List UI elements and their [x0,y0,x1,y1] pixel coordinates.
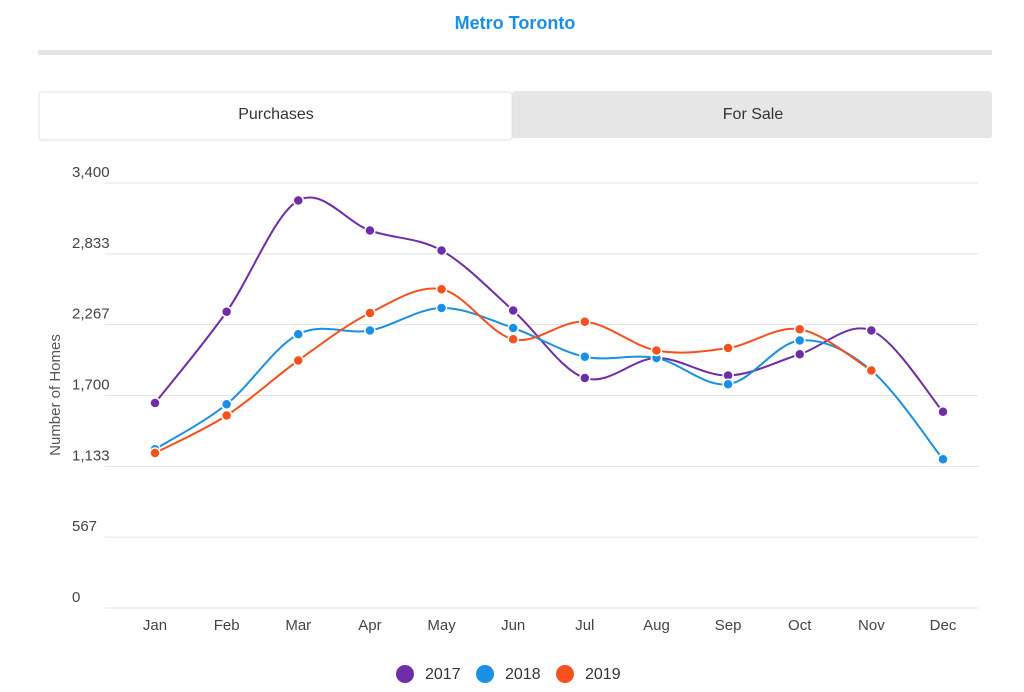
data-point [579,351,591,363]
data-point [937,453,949,465]
data-point [722,342,734,354]
legend-swatch [396,665,414,683]
tab-label[interactable]: For Sale [723,106,784,123]
data-point [364,324,376,337]
x-tick-label: Sep [715,617,742,634]
y-tick-label: 567 [72,518,97,535]
data-point [149,397,161,409]
y-tick-label: 2,833 [72,235,110,252]
data-point [650,344,663,357]
data-point [793,323,806,335]
data-point [865,364,878,377]
data-point [220,306,233,318]
x-tick-label: Feb [214,617,240,634]
data-point [435,302,448,314]
data-point [292,328,305,340]
legend-swatch [476,665,494,683]
data-point [435,244,448,257]
x-tick-label: Dec [930,617,957,634]
y-tick-label: 1,133 [72,447,110,464]
data-point [435,283,448,295]
x-tick-label: Jul [575,617,594,634]
data-point [220,409,233,422]
data-point [364,307,376,319]
data-point [507,304,519,317]
data-point [937,406,949,418]
data-point [220,398,233,410]
data-point [579,372,591,384]
x-tick-label: Mar [285,617,311,634]
x-tick-label: Aug [643,617,670,634]
data-point [793,334,806,347]
tab-active[interactable] [38,91,513,141]
data-point [579,316,591,328]
data-point [292,354,305,367]
x-tick-label: Nov [858,617,885,634]
data-point [292,194,305,207]
tab-inactive[interactable] [512,91,992,138]
y-tick-label: 1,700 [72,376,110,393]
y-tick-label: 0 [72,589,80,606]
data-point [507,333,519,345]
legend-label: 2019 [585,666,621,683]
title-rule [38,50,992,55]
legend-swatch [556,665,574,683]
legend-label: 2018 [505,666,541,683]
x-tick-label: May [427,617,456,634]
y-axis-label: Number of Homes [47,334,64,456]
x-tick-label: Jan [143,617,167,634]
data-point [865,324,878,337]
page-title: Metro Toronto [455,13,576,33]
x-tick-label: Oct [788,617,812,634]
x-tick-label: Jun [501,617,525,634]
data-point [507,322,519,334]
data-point [722,378,734,390]
data-point [793,348,806,360]
data-point [364,224,376,237]
tab-label[interactable]: Purchases [238,106,314,123]
series-line [154,306,944,460]
x-tick-label: Apr [358,617,381,634]
data-point [149,447,161,459]
y-tick-label: 3,400 [72,164,110,181]
legend-label: 2017 [425,666,461,683]
y-tick-label: 2,267 [72,306,110,323]
